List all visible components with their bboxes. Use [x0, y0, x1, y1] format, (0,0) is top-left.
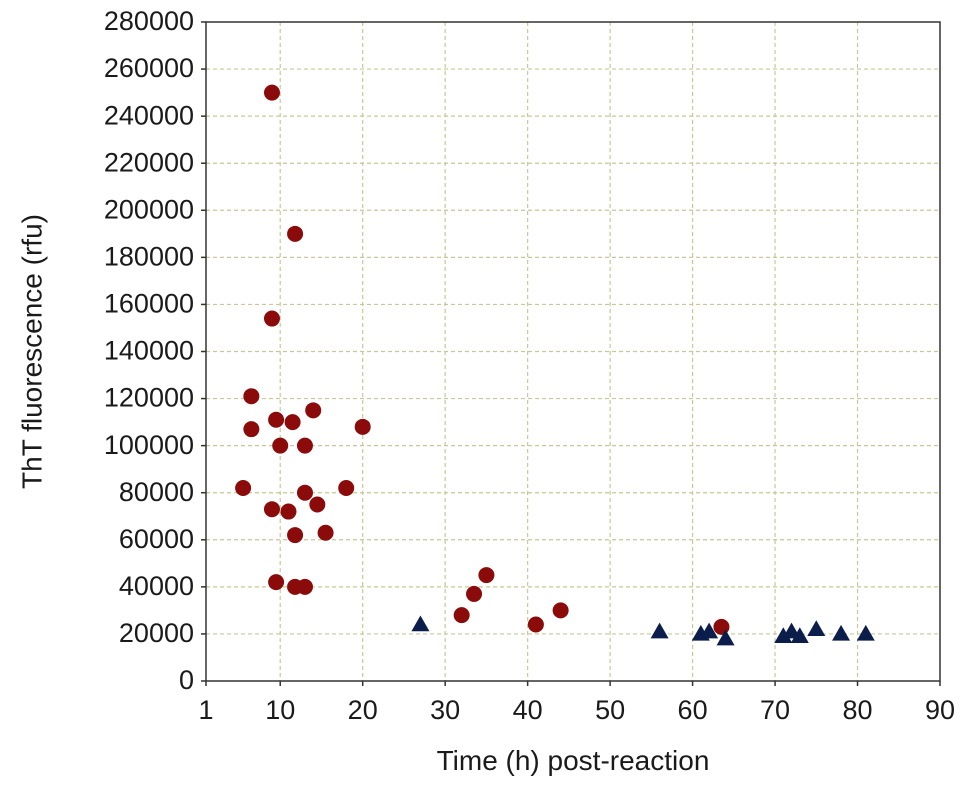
data-point-circle [296, 437, 313, 454]
x-tick-label: 1 [198, 695, 213, 725]
data-point-circle [280, 503, 297, 520]
data-point-triangle [856, 624, 875, 641]
data-point-circle [453, 607, 470, 624]
data-point-triangle [716, 629, 735, 646]
x-tick-label: 70 [760, 695, 790, 725]
data-point-triangle [700, 622, 719, 639]
data-point-triangle [774, 627, 793, 644]
x-tick-label: 20 [348, 695, 378, 725]
data-point-circle [338, 480, 355, 497]
data-point-circle [296, 484, 313, 501]
x-tick-label: 30 [430, 695, 460, 725]
data-point-triangle [832, 624, 851, 641]
data-point-circle [305, 402, 322, 419]
y-tick-label: 280000 [104, 6, 194, 36]
data-point-circle [243, 421, 260, 438]
data-point-circle [309, 496, 326, 513]
data-point-circle [263, 310, 280, 327]
data-point-triangle [650, 622, 669, 639]
data-points [235, 84, 875, 646]
y-tick-label: 240000 [104, 100, 194, 130]
y-tick-label: 20000 [119, 618, 194, 648]
x-axis-ticks: 1 10 20 30 40 50 60 70 80 90 [198, 681, 955, 725]
y-tick-label: 260000 [104, 53, 194, 83]
data-point-circle [263, 84, 280, 101]
y-axis-ticks: 0 20000 40000 60000 80000 100000 120000 140000 1… [104, 6, 206, 695]
data-point-circle [296, 578, 313, 595]
x-tick-label: 50 [595, 695, 625, 725]
data-point-circle [552, 602, 569, 619]
data-point-circle [354, 418, 371, 435]
y-axis-title: ThT fluorescence (rfu) [16, 214, 47, 489]
data-point-circle [317, 524, 334, 541]
data-point-triangle [807, 620, 826, 636]
data-point-circle [272, 437, 289, 454]
x-tick-label: 40 [513, 695, 543, 725]
x-tick-label: 80 [843, 695, 873, 725]
grid-layer [206, 22, 940, 681]
data-point-circle [287, 527, 304, 544]
data-point-circle [466, 585, 483, 602]
data-point-circle [478, 567, 495, 584]
data-point-circle [268, 411, 285, 428]
y-tick-label: 180000 [104, 241, 194, 271]
y-tick-label: 160000 [104, 289, 194, 319]
data-point-circle [268, 574, 285, 591]
data-point-circle [527, 616, 544, 633]
data-point-triangle [790, 627, 809, 644]
data-point-triangle [411, 615, 430, 632]
data-point-circle [284, 414, 301, 431]
y-tick-label: 80000 [119, 477, 194, 507]
y-tick-label: 140000 [104, 336, 194, 366]
data-point-circle [235, 480, 252, 497]
data-point-circle [243, 388, 260, 405]
x-tick-label: 10 [265, 695, 295, 725]
x-axis-title: Time (h) post-reaction [437, 745, 710, 776]
x-tick-label: 60 [678, 695, 708, 725]
y-tick-label: 40000 [119, 571, 194, 601]
y-tick-label: 220000 [104, 147, 194, 177]
data-point-circle [287, 225, 304, 242]
data-point-circle [263, 501, 280, 518]
y-tick-label: 120000 [104, 383, 194, 413]
y-tick-label: 0 [179, 665, 194, 695]
y-tick-label: 60000 [119, 524, 194, 554]
y-tick-label: 100000 [104, 430, 194, 460]
x-tick-label: 90 [925, 695, 955, 725]
y-tick-label: 200000 [104, 194, 194, 224]
